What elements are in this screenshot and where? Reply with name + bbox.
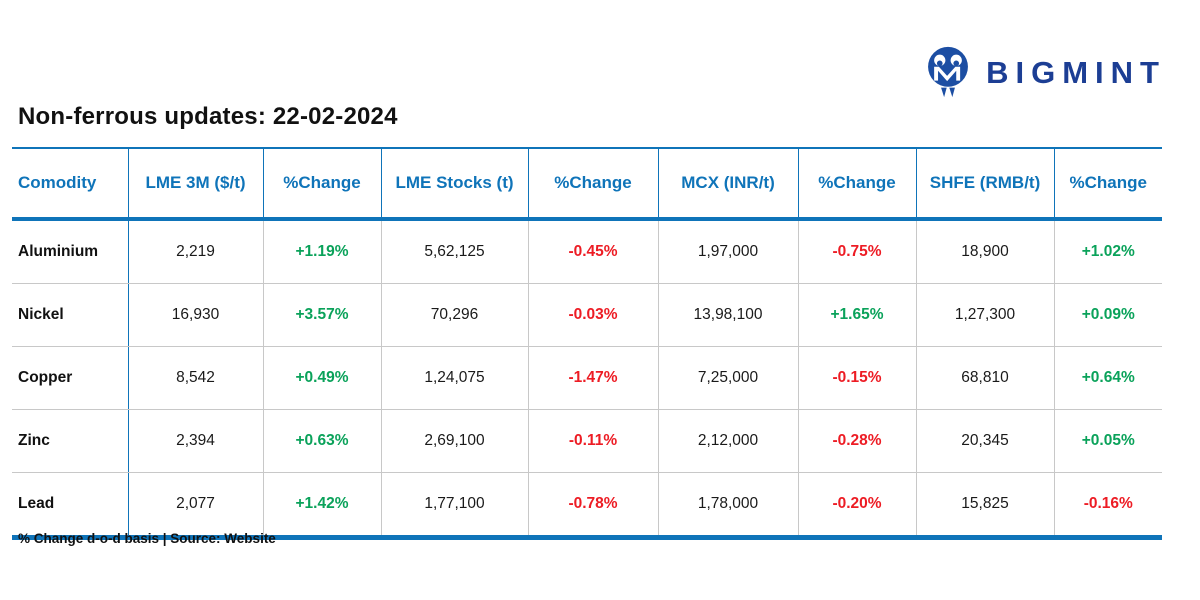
table-row: Copper 8,542 +0.49% 1,24,075 -1.47% 7,25,000-…	[12, 346, 1162, 410]
value-cell: 2,219	[128, 219, 264, 284]
change-cell: +3.57%	[263, 283, 382, 347]
commodity-cell: Aluminium	[12, 219, 129, 284]
change-cell: +0.49%	[263, 346, 382, 410]
page-title: Non-ferrous updates: 22-02-2024	[18, 103, 398, 130]
column-header-mcx-change: %Change	[798, 148, 917, 221]
table-row: Aluminium 2,219 +1.19% 5,62,125 -0.45% 1,97,0…	[12, 219, 1162, 284]
value-cell: 1,77,100	[381, 472, 529, 540]
value-cell: 2,12,000	[658, 409, 799, 473]
change-cell: +1.19%	[263, 219, 382, 284]
value-cell: 13,98,100	[658, 283, 799, 347]
commodity-cell: Lead	[12, 472, 129, 540]
change-cell: +0.64%	[1054, 346, 1162, 410]
change-cell: -0.75%	[798, 219, 917, 284]
bigmint-owl-logo-icon	[922, 44, 974, 105]
column-header-commodity: Comodity	[12, 148, 129, 221]
change-cell: -0.20%	[798, 472, 917, 540]
value-cell: 1,27,300	[916, 283, 1055, 347]
commodity-price-table: Comodity LME 3M ($/t) %Change LME Stocks…	[12, 147, 1162, 540]
value-cell: 1,78,000	[658, 472, 799, 540]
change-cell: +1.02%	[1054, 219, 1162, 284]
change-cell: +0.09%	[1054, 283, 1162, 347]
table-header-row: Comodity LME 3M ($/t) %Change LME Stocks…	[12, 148, 1162, 221]
column-header-lme-3m-change: %Change	[263, 148, 382, 221]
change-cell: -0.03%	[528, 283, 659, 347]
column-header-lme-3m: LME 3M ($/t)	[128, 148, 264, 221]
column-header-shfe: SHFE (RMB/t)	[916, 148, 1055, 221]
footer-note: % Change d-o-d basis | Source: Website	[18, 531, 276, 546]
change-cell: -0.28%	[798, 409, 917, 473]
column-header-mcx: MCX (INR/t)	[658, 148, 799, 221]
value-cell: 2,394	[128, 409, 264, 473]
value-cell: 1,97,000	[658, 219, 799, 284]
change-cell: -0.45%	[528, 219, 659, 284]
change-cell: -0.78%	[528, 472, 659, 540]
change-cell: -0.11%	[528, 409, 659, 473]
commodity-cell: Zinc	[12, 409, 129, 473]
value-cell: 1,24,075	[381, 346, 529, 410]
table-row: Lead 2,077 +1.42% 1,77,100 -0.78% 1,78,000 -0.…	[12, 472, 1162, 540]
column-header-lme-stocks: LME Stocks (t)	[381, 148, 529, 221]
value-cell: 68,810	[916, 346, 1055, 410]
value-cell: 16,930	[128, 283, 264, 347]
value-cell: 70,296	[381, 283, 529, 347]
table-row: Nickel 16,930 +3.57% 70,296 -0.03% 13,98,100 +…	[12, 283, 1162, 347]
change-cell: +1.65%	[798, 283, 917, 347]
brand-name: BIGMINT	[986, 55, 1166, 90]
value-cell: 15,825	[916, 472, 1055, 540]
column-header-shfe-change: %Change	[1054, 148, 1162, 221]
change-cell: +0.63%	[263, 409, 382, 473]
change-cell: +0.05%	[1054, 409, 1162, 473]
commodity-cell: Nickel	[12, 283, 129, 347]
commodity-cell: Copper	[12, 346, 129, 410]
change-cell: -0.16%	[1054, 472, 1162, 540]
value-cell: 20,345	[916, 409, 1055, 473]
change-cell: +1.42%	[263, 472, 382, 540]
change-cell: -0.15%	[798, 346, 917, 410]
value-cell: 8,542	[128, 346, 264, 410]
table-row: Zinc 2,394 +0.63% 2,69,100 -0.11% 2,12,000 -0.…	[12, 409, 1162, 473]
brand-logo: BIGMINT	[922, 44, 1166, 105]
value-cell: 5,62,125	[381, 219, 529, 284]
value-cell: 7,25,000	[658, 346, 799, 410]
value-cell: 18,900	[916, 219, 1055, 284]
value-cell: 2,077	[128, 472, 264, 540]
change-cell: -1.47%	[528, 346, 659, 410]
value-cell: 2,69,100	[381, 409, 529, 473]
column-header-lme-stocks-change: %Change	[528, 148, 659, 221]
